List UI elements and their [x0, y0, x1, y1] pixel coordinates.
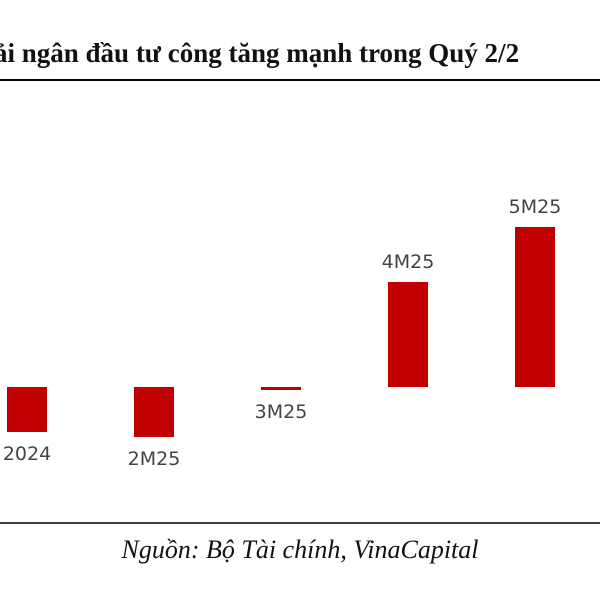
chart-title: ải ngân đầu tư công tăng mạnh trong Quý …: [0, 38, 520, 68]
category-label-5m25: 5M25: [509, 196, 562, 218]
bar-3m25: [261, 387, 301, 390]
bar-4m25: [388, 282, 428, 387]
bar-5m25: [515, 227, 555, 387]
source-note: Nguồn: Bộ Tài chính, VinaCapital: [121, 535, 479, 564]
bar-2m25: [134, 387, 174, 437]
category-label-4m25: 4M25: [382, 251, 435, 273]
category-label-2m25: 2M25: [128, 448, 181, 470]
category-label-2024: 2024: [3, 443, 51, 465]
category-label-3m25: 3M25: [255, 401, 308, 423]
bar-2024: [7, 387, 47, 432]
